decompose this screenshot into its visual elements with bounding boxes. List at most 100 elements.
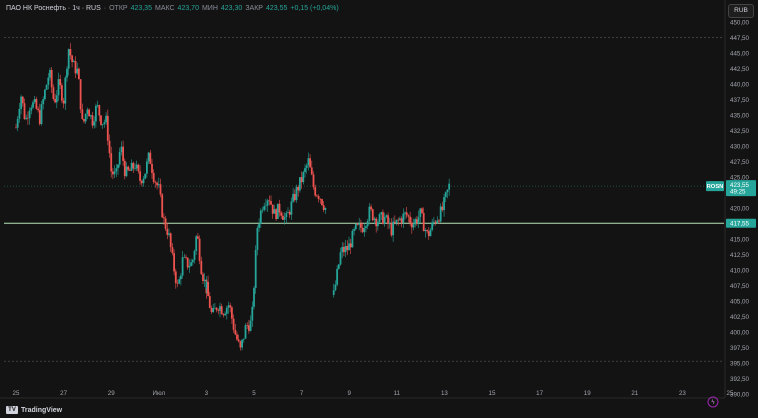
candle-body	[300, 177, 303, 183]
symbol-legend[interactable]: ПАО НК Роснефть · 1ч · RUS · ОТКР 423,35 …	[6, 4, 339, 14]
candle-body	[47, 77, 50, 85]
candle-body	[152, 172, 155, 182]
last-price-tag	[726, 180, 756, 197]
candle-body	[32, 102, 34, 108]
candle-body	[95, 105, 97, 122]
price-axis: 450,00 447,50 445,00 442,50 440,00 437,50 435,…	[724, 0, 749, 398]
candle-body	[368, 206, 371, 221]
candle-body	[137, 164, 140, 172]
candle-body	[208, 296, 211, 308]
candle-body	[16, 118, 19, 128]
candle-body	[225, 307, 228, 314]
candle-body	[244, 325, 247, 339]
candle-body	[297, 187, 300, 191]
candle-body	[309, 158, 311, 168]
candle-body	[166, 228, 169, 235]
time-tick-label: 11	[394, 390, 401, 397]
candle-body	[61, 85, 63, 101]
candle-body	[439, 206, 442, 222]
candle-body	[117, 164, 119, 169]
candle-body	[285, 212, 288, 218]
support-line-value: 417,55	[730, 220, 749, 227]
tradingview-logo[interactable]: TV TradingView	[6, 404, 62, 416]
price-tick-label: 435,00	[730, 112, 749, 119]
candle-body	[132, 162, 135, 169]
candle-body	[20, 96, 22, 109]
candle-body	[23, 103, 26, 119]
time-axis: 252729Июл3579111315171921232527	[0, 390, 734, 399]
candle-body	[57, 79, 60, 96]
candle-body	[231, 307, 233, 319]
price-tick-label: 450,00	[730, 19, 749, 26]
candle-body	[190, 262, 192, 266]
candle-body	[344, 246, 347, 253]
price-tick-label: 405,00	[730, 298, 749, 305]
low-label: МИН	[201, 5, 218, 12]
candle-body	[248, 325, 250, 331]
candle-body	[239, 341, 242, 348]
candle-body	[441, 206, 444, 211]
candle-body	[424, 230, 427, 232]
candle-body	[76, 68, 79, 74]
candle-body	[348, 243, 350, 251]
candle-body	[412, 224, 415, 228]
candle-body	[168, 233, 170, 235]
price-tick-label: 415,00	[730, 236, 749, 243]
candle-body	[149, 152, 152, 164]
candle-body	[242, 338, 245, 340]
candle-body	[414, 219, 417, 225]
candle-body	[146, 161, 148, 174]
legend-dot: ·	[103, 5, 107, 12]
time-tick-label: 25	[727, 390, 734, 397]
candle-body	[405, 212, 408, 216]
currency-button[interactable]: RUB	[728, 4, 754, 18]
candle-body	[336, 268, 339, 285]
candle-body	[373, 218, 376, 221]
ticker-tag	[706, 181, 724, 192]
candle-body	[370, 206, 372, 210]
candle-body	[222, 314, 225, 316]
candle-body	[400, 218, 403, 223]
candle-body	[130, 162, 133, 171]
candle-body	[229, 305, 232, 308]
candle-body	[197, 236, 199, 239]
price-tick-label: 442,50	[730, 66, 749, 73]
candle-body	[392, 221, 395, 236]
candle-body	[86, 109, 89, 114]
candle-body	[429, 229, 432, 237]
candle-body	[33, 99, 36, 103]
price-tick-label: 437,50	[730, 97, 749, 104]
candle-body	[395, 219, 398, 224]
low-value: 423,30	[220, 5, 243, 12]
candle-body	[164, 218, 167, 229]
candle-body	[135, 164, 138, 169]
candle-body	[280, 212, 283, 216]
candle-body	[30, 107, 33, 111]
candle-body	[321, 199, 323, 206]
candle-body	[436, 220, 439, 224]
candle-body	[129, 169, 131, 171]
open-label: ОТКР	[109, 5, 128, 12]
candle-body	[227, 305, 230, 308]
candle-body	[385, 215, 388, 218]
event-icon[interactable]	[707, 396, 719, 408]
candle-body	[246, 325, 249, 326]
candle-body	[312, 174, 315, 188]
candle-body	[354, 223, 357, 230]
candle-body	[232, 318, 235, 330]
candle-body	[432, 221, 435, 223]
price-tick-label: 390,00	[730, 391, 749, 398]
candle-body	[299, 177, 301, 191]
candle-body	[25, 117, 28, 119]
symbol-title[interactable]: ПАО НК Роснефть · 1ч · RUS	[6, 5, 101, 12]
candle-body	[101, 124, 104, 125]
candle-body	[337, 264, 340, 269]
candle-body	[371, 209, 374, 221]
candle-body	[290, 201, 293, 215]
price-tick-label: 412,50	[730, 252, 749, 259]
candle-body	[40, 104, 43, 124]
candle-body	[144, 173, 147, 179]
candle-body	[421, 208, 423, 213]
candle-body	[147, 152, 150, 162]
